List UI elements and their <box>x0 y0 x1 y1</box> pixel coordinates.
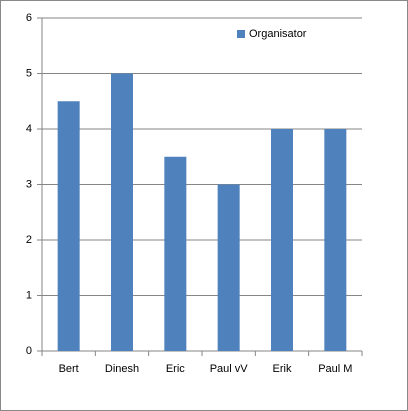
x-tick-label: Paul M <box>318 363 352 375</box>
y-tick-label: 4 <box>26 123 32 135</box>
bar <box>271 129 293 351</box>
y-tick-label: 3 <box>26 178 32 190</box>
bar <box>324 129 347 351</box>
x-tick-label: Erik <box>273 363 292 375</box>
bar <box>57 101 80 351</box>
x-tick-label: Eric <box>166 363 185 375</box>
y-tick-label: 6 <box>26 12 32 24</box>
bar <box>164 156 187 351</box>
x-tick-label: Dinesh <box>105 363 139 375</box>
legend-swatch <box>237 30 245 38</box>
y-tick-label: 0 <box>26 345 32 357</box>
x-tick-label: Paul vV <box>210 363 249 375</box>
y-tick-label: 5 <box>26 67 32 79</box>
bar <box>111 73 133 351</box>
y-tick-label: 2 <box>26 234 32 246</box>
legend-label: Organisator <box>249 28 307 40</box>
x-tick-label: Bert <box>59 363 79 375</box>
y-tick-label: 1 <box>26 289 32 301</box>
bar <box>217 184 240 351</box>
